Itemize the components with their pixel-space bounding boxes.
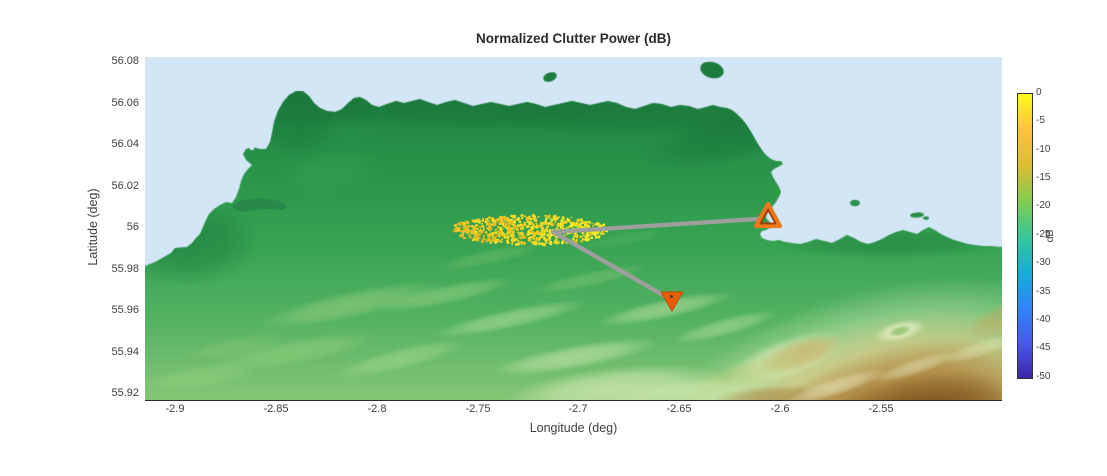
baseline-to-down-triangle [550,229,666,298]
colorbar-tick-label: -30 [1036,257,1051,268]
y-tick-label: 55.94 [111,346,139,358]
x-tick-label: -2.55 [868,403,894,415]
marker-triangle-up-icon [753,201,783,229]
marker-triangle-down-icon [660,291,684,312]
x-tick-label: -2.65 [666,403,692,415]
x-tick-label: -2.7 [568,403,588,415]
baseline-to-up-triangle [550,216,761,235]
y-tick-label: 56 [126,221,139,233]
y-tick-label: 56.02 [111,180,139,192]
y-tick-label: 56.04 [111,138,139,150]
y-tick-label: 56.08 [111,55,139,67]
map-overlay [452,201,783,312]
colorbar-tick-label: -5 [1036,115,1045,126]
map-plot-area [145,57,1002,401]
colorbar-tick-label: -50 [1036,371,1051,382]
y-tick-label: 56.06 [111,97,139,109]
x-tick-label: -2.6 [770,403,790,415]
colorbar [1017,93,1033,379]
x-tick-label: -2.8 [367,403,387,415]
marker-triangle-down-dot [670,295,673,298]
colorbar-tick-label: -25 [1036,229,1051,240]
colorbar-tick-label: -35 [1036,286,1051,297]
colorbar-tick-label: -40 [1036,314,1051,325]
x-tick-label: -2.9 [165,403,185,415]
colorbar-tick-label: -10 [1036,144,1051,155]
colorbar-tick-label: 0 [1036,87,1042,98]
colorbar-tick-label: -20 [1036,200,1051,211]
y-tick-label: 55.92 [111,387,139,399]
y-tick-label: 55.96 [111,304,139,316]
colorbar-unit-label: dB [1044,229,1056,243]
x-axis-label: Longitude (deg) [529,421,618,435]
plot-title: Normalized Clutter Power (dB) [475,31,672,46]
colorbar-tick-label: -15 [1036,172,1051,183]
x-tick-label: -2.75 [465,403,491,415]
marker-triangle-up-inner-edge [759,208,777,225]
y-tick-label: 55.98 [111,263,139,275]
x-tick-label: -2.85 [263,403,289,415]
colorbar-tick-label: -45 [1036,342,1051,353]
